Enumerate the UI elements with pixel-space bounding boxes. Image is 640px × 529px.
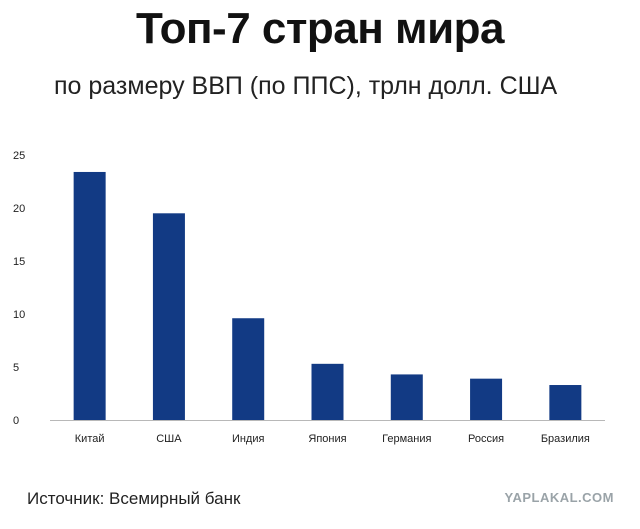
x-tick-label: Германия bbox=[382, 433, 431, 445]
y-axis-ticks: 0 5 10 15 20 25 bbox=[13, 150, 25, 427]
bar bbox=[470, 378, 503, 420]
watermark: YAPLAKAL.COM bbox=[504, 490, 614, 505]
bar bbox=[390, 374, 423, 420]
y-tick-label: 0 bbox=[13, 415, 19, 427]
y-tick-label: 20 bbox=[13, 203, 25, 215]
bar bbox=[232, 318, 265, 420]
x-tick-label: Бразилия bbox=[541, 433, 590, 445]
x-tick-label: Россия bbox=[468, 433, 504, 445]
bar bbox=[549, 385, 582, 420]
x-tick-label: Индия bbox=[232, 433, 265, 445]
bars bbox=[73, 171, 582, 420]
x-tick-label: Китай bbox=[75, 433, 105, 445]
x-axis-labels: Китай США Индия Япония Германия Россия Бразили… bbox=[75, 433, 590, 445]
y-tick-label: 15 bbox=[13, 256, 25, 268]
bar bbox=[311, 363, 344, 420]
bar bbox=[73, 171, 106, 420]
y-tick-label: 5 bbox=[13, 362, 19, 374]
x-tick-label: США bbox=[156, 433, 182, 445]
chart-subtitle: по размеру ВВП (по ППС), трлн долл. США bbox=[54, 72, 558, 100]
source-note: Источник: Всемирный банк bbox=[27, 489, 241, 508]
bar-chart: 0 5 10 15 20 25 Китай США Индия Япония Германия Ро… bbox=[13, 150, 605, 445]
chart-title: Топ-7 стран мира bbox=[135, 4, 505, 53]
bar bbox=[152, 213, 185, 420]
y-tick-label: 10 bbox=[13, 309, 25, 321]
y-tick-label: 25 bbox=[13, 150, 25, 162]
x-tick-label: Япония bbox=[308, 433, 346, 445]
